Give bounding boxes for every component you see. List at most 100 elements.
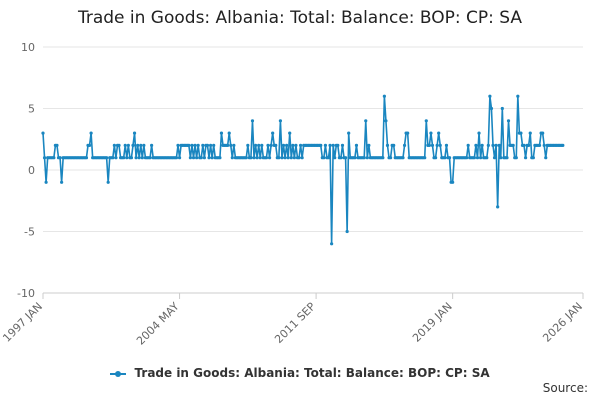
data-point[interactable] bbox=[150, 143, 154, 147]
data-point[interactable] bbox=[219, 131, 224, 135]
data-point[interactable] bbox=[343, 156, 348, 160]
data-point[interactable] bbox=[522, 143, 526, 147]
data-point[interactable] bbox=[202, 156, 206, 160]
data-point[interactable] bbox=[60, 180, 64, 184]
data-point[interactable] bbox=[364, 119, 368, 123]
data-point[interactable] bbox=[447, 156, 452, 160]
data-point[interactable] bbox=[117, 143, 121, 147]
data-point[interactable] bbox=[84, 156, 89, 160]
data-point[interactable] bbox=[367, 143, 371, 147]
data-point[interactable] bbox=[466, 143, 470, 147]
data-point[interactable] bbox=[174, 156, 179, 160]
data-point[interactable] bbox=[451, 180, 455, 184]
data-point[interactable] bbox=[112, 143, 116, 147]
source-label[interactable]: Source: bbox=[542, 381, 588, 395]
data-point[interactable] bbox=[511, 143, 515, 147]
data-point[interactable] bbox=[176, 143, 180, 147]
data-point[interactable] bbox=[340, 143, 345, 147]
data-point[interactable] bbox=[136, 143, 140, 147]
data-point[interactable] bbox=[126, 143, 130, 147]
data-point[interactable] bbox=[319, 143, 323, 147]
data-point[interactable] bbox=[297, 156, 301, 160]
data-point[interactable] bbox=[44, 180, 48, 184]
data-point[interactable] bbox=[541, 131, 545, 135]
data-point[interactable] bbox=[561, 143, 565, 147]
data-point[interactable] bbox=[497, 143, 501, 147]
data-point[interactable] bbox=[491, 143, 495, 147]
data-point[interactable] bbox=[438, 143, 442, 147]
data-point[interactable] bbox=[132, 131, 137, 135]
data-point[interactable] bbox=[232, 143, 236, 147]
data-point[interactable] bbox=[140, 156, 144, 160]
data-point[interactable] bbox=[249, 156, 253, 160]
data-point[interactable] bbox=[134, 156, 138, 160]
data-point[interactable] bbox=[111, 156, 115, 160]
data-point[interactable] bbox=[41, 131, 45, 135]
data-point[interactable] bbox=[435, 143, 439, 147]
data-point[interactable] bbox=[87, 143, 92, 147]
data-point[interactable] bbox=[322, 156, 326, 160]
data-point[interactable] bbox=[205, 143, 210, 147]
data-point[interactable] bbox=[401, 156, 405, 160]
data-point[interactable] bbox=[195, 156, 199, 160]
data-point[interactable] bbox=[286, 156, 290, 160]
data-point[interactable] bbox=[300, 156, 304, 160]
data-point[interactable] bbox=[333, 156, 337, 160]
data-point[interactable] bbox=[514, 156, 518, 160]
data-point[interactable] bbox=[55, 143, 59, 147]
data-point[interactable] bbox=[475, 156, 480, 160]
data-point[interactable] bbox=[496, 205, 500, 209]
data-point[interactable] bbox=[191, 156, 196, 160]
data-point[interactable] bbox=[148, 156, 152, 160]
data-point[interactable] bbox=[474, 143, 478, 147]
data-point[interactable] bbox=[105, 156, 109, 160]
data-point[interactable] bbox=[137, 156, 141, 160]
data-point[interactable] bbox=[207, 156, 211, 160]
data-point[interactable] bbox=[424, 119, 428, 123]
data-point[interactable] bbox=[427, 143, 431, 147]
data-point[interactable] bbox=[488, 94, 492, 98]
data-point[interactable] bbox=[485, 156, 489, 160]
data-point[interactable] bbox=[331, 143, 335, 147]
data-point[interactable] bbox=[226, 143, 230, 147]
data-point[interactable] bbox=[283, 156, 287, 160]
data-point[interactable] bbox=[486, 143, 490, 147]
data-point[interactable] bbox=[218, 156, 222, 160]
data-point[interactable] bbox=[527, 143, 531, 147]
data-point[interactable] bbox=[52, 156, 56, 160]
data-point[interactable] bbox=[354, 143, 359, 147]
data-point[interactable] bbox=[472, 156, 476, 160]
data-point[interactable] bbox=[330, 242, 334, 246]
data-point[interactable] bbox=[58, 156, 62, 160]
data-point[interactable] bbox=[246, 143, 250, 147]
legend[interactable]: Trade in Goods: Albania: Total: Balance:… bbox=[0, 366, 600, 380]
data-point[interactable] bbox=[129, 156, 134, 160]
data-point[interactable] bbox=[537, 143, 542, 147]
data-point[interactable] bbox=[292, 156, 296, 160]
data-point[interactable] bbox=[208, 143, 213, 147]
data-point[interactable] bbox=[494, 143, 498, 147]
data-point[interactable] bbox=[542, 143, 546, 147]
data-point[interactable] bbox=[125, 156, 129, 160]
data-point[interactable] bbox=[423, 156, 427, 160]
data-point[interactable] bbox=[123, 143, 127, 147]
data-point[interactable] bbox=[433, 156, 438, 160]
data-point[interactable] bbox=[291, 143, 295, 147]
data-point[interactable] bbox=[106, 180, 110, 184]
data-point[interactable] bbox=[253, 143, 258, 147]
data-point[interactable] bbox=[252, 156, 256, 160]
data-point[interactable] bbox=[190, 143, 194, 147]
data-point[interactable] bbox=[544, 156, 548, 160]
data-point[interactable] bbox=[289, 156, 293, 160]
data-point[interactable] bbox=[326, 156, 331, 160]
data-point[interactable] bbox=[336, 143, 340, 147]
data-point[interactable] bbox=[382, 94, 386, 98]
data-point[interactable] bbox=[187, 143, 191, 147]
data-point[interactable] bbox=[201, 143, 205, 147]
data-point[interactable] bbox=[278, 119, 283, 123]
data-point[interactable] bbox=[227, 131, 231, 135]
data-point[interactable] bbox=[193, 143, 197, 147]
data-point[interactable] bbox=[353, 156, 357, 160]
data-point[interactable] bbox=[42, 156, 47, 160]
data-point[interactable] bbox=[264, 156, 269, 160]
